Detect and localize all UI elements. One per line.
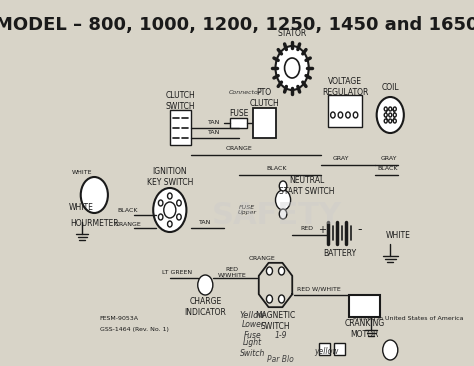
Circle shape bbox=[384, 107, 387, 111]
Bar bbox=[170, 110, 191, 145]
Circle shape bbox=[377, 97, 404, 133]
Text: -: - bbox=[358, 224, 362, 236]
Bar bbox=[319, 343, 330, 355]
Circle shape bbox=[164, 202, 176, 218]
Text: GSS-1464 (Rev. No. 1): GSS-1464 (Rev. No. 1) bbox=[100, 328, 168, 332]
Text: MAGNETIC
SWITCH: MAGNETIC SWITCH bbox=[255, 311, 296, 331]
Circle shape bbox=[279, 267, 284, 275]
Text: BLACK: BLACK bbox=[117, 208, 138, 213]
Text: Yellow: Yellow bbox=[240, 310, 266, 320]
Text: CRANKING
MOTOR: CRANKING MOTOR bbox=[345, 319, 385, 339]
Text: COIL: COIL bbox=[382, 82, 399, 92]
Text: RED W/WHITE: RED W/WHITE bbox=[297, 287, 340, 291]
Circle shape bbox=[266, 295, 273, 303]
Circle shape bbox=[266, 267, 273, 275]
Text: VOLTAGE
REGULATOR: VOLTAGE REGULATOR bbox=[322, 77, 368, 97]
Circle shape bbox=[353, 112, 358, 118]
Text: yellow: yellow bbox=[314, 347, 338, 356]
Circle shape bbox=[177, 214, 181, 220]
Circle shape bbox=[384, 119, 387, 123]
Circle shape bbox=[167, 221, 172, 227]
Text: HOURMETER: HOURMETER bbox=[70, 219, 118, 228]
Circle shape bbox=[177, 200, 181, 206]
Text: TAN: TAN bbox=[208, 120, 220, 124]
Text: TAN: TAN bbox=[208, 130, 220, 134]
Circle shape bbox=[158, 200, 163, 206]
Bar bbox=[230, 118, 247, 128]
Text: ORANGE: ORANGE bbox=[226, 146, 253, 152]
Text: IGNITION
KEY SWITCH: IGNITION KEY SWITCH bbox=[146, 167, 193, 187]
Text: FESM-9053A: FESM-9053A bbox=[100, 315, 138, 321]
Circle shape bbox=[153, 188, 186, 232]
Text: WHITE: WHITE bbox=[68, 203, 93, 213]
Text: BATTERY: BATTERY bbox=[323, 250, 356, 258]
Text: GRAY: GRAY bbox=[333, 157, 349, 161]
Text: Light
Switch: Light Switch bbox=[240, 338, 265, 358]
Circle shape bbox=[383, 340, 398, 360]
Bar bbox=[328, 95, 362, 127]
Text: WHITE: WHITE bbox=[385, 232, 410, 240]
Circle shape bbox=[393, 113, 396, 117]
Text: ORANGE: ORANGE bbox=[248, 255, 275, 261]
Text: 1-9: 1-9 bbox=[274, 330, 287, 340]
Text: SAFETY: SAFETY bbox=[212, 201, 342, 229]
Circle shape bbox=[198, 275, 213, 295]
Circle shape bbox=[275, 190, 291, 210]
Text: RED: RED bbox=[301, 225, 314, 231]
Circle shape bbox=[389, 107, 392, 111]
Text: CHARGE
INDICATOR: CHARGE INDICATOR bbox=[184, 297, 226, 317]
Text: Connector: Connector bbox=[229, 90, 262, 96]
Text: LT GREEN: LT GREEN bbox=[162, 269, 191, 274]
Circle shape bbox=[393, 107, 396, 111]
Bar bbox=[334, 343, 345, 355]
Circle shape bbox=[393, 119, 396, 123]
Bar bbox=[253, 108, 275, 138]
Text: Par Blo: Par Blo bbox=[267, 355, 294, 365]
Circle shape bbox=[158, 214, 163, 220]
Text: RED
W/WHITE: RED W/WHITE bbox=[218, 266, 246, 277]
Text: CLUTCH
SWITCH: CLUTCH SWITCH bbox=[165, 91, 195, 111]
Text: FUSE: FUSE bbox=[229, 108, 248, 117]
Text: MODEL – 800, 1000, 1200, 1250, 1450 and 1650: MODEL – 800, 1000, 1200, 1250, 1450 and … bbox=[0, 16, 474, 34]
Circle shape bbox=[279, 295, 284, 303]
Bar bbox=[349, 295, 381, 317]
Text: FUSE
Upper: FUSE Upper bbox=[237, 205, 256, 216]
Text: Lower
Fuse: Lower Fuse bbox=[241, 320, 264, 340]
Circle shape bbox=[279, 181, 287, 191]
Circle shape bbox=[389, 119, 392, 123]
Text: PTO
CLUTCH: PTO CLUTCH bbox=[249, 88, 279, 108]
Text: BLACK: BLACK bbox=[377, 167, 398, 172]
Text: TAN: TAN bbox=[199, 220, 211, 224]
Circle shape bbox=[284, 58, 300, 78]
Text: GRAY: GRAY bbox=[381, 157, 397, 161]
Circle shape bbox=[167, 193, 172, 199]
Text: ORANGE: ORANGE bbox=[114, 221, 141, 227]
Text: STATOR: STATOR bbox=[277, 30, 307, 38]
Circle shape bbox=[81, 177, 108, 213]
Circle shape bbox=[279, 209, 287, 219]
Circle shape bbox=[384, 113, 387, 117]
Circle shape bbox=[389, 113, 392, 117]
Text: BLACK: BLACK bbox=[267, 167, 287, 172]
Circle shape bbox=[330, 112, 335, 118]
Circle shape bbox=[338, 112, 343, 118]
Text: +: + bbox=[319, 225, 326, 235]
Text: Printed in United States of America: Printed in United States of America bbox=[353, 315, 463, 321]
Text: NEUTRAL
START SWITCH: NEUTRAL START SWITCH bbox=[280, 176, 335, 196]
Circle shape bbox=[275, 46, 309, 90]
Text: WHITE: WHITE bbox=[72, 169, 92, 175]
Circle shape bbox=[386, 109, 395, 121]
Circle shape bbox=[346, 112, 350, 118]
